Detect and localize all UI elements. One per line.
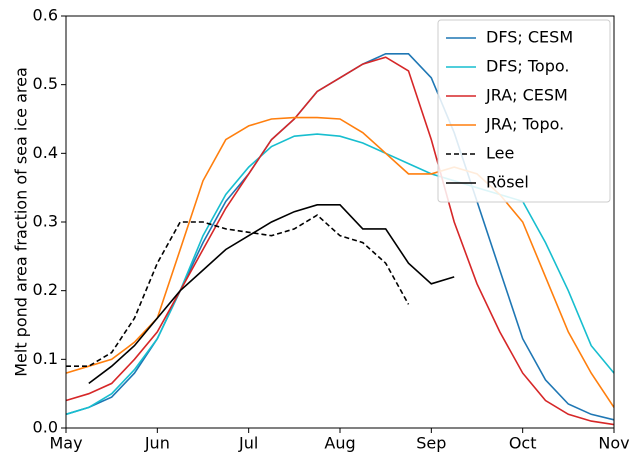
- x-tick-label: Jun: [144, 434, 170, 452]
- legend-label: Rösel: [486, 173, 529, 192]
- y-tick-label: 0.1: [33, 349, 58, 368]
- y-tick-label: 0.6: [33, 6, 58, 25]
- x-tick-label: Aug: [324, 434, 355, 452]
- line: [88, 204, 455, 385]
- legend-label: Lee: [486, 144, 514, 163]
- legend-label: DFS; Topo.: [486, 57, 569, 76]
- x-tick-label: Nov: [598, 434, 629, 452]
- y-axis-label: Melt pond area fraction of sea ice area: [12, 67, 31, 377]
- y-tick-label: 0.3: [33, 212, 58, 231]
- y-tick-label: 0.0: [33, 418, 58, 437]
- x-tick-label: May: [49, 434, 82, 452]
- line: [65, 56, 615, 426]
- y-tick-label: 0.4: [33, 143, 58, 162]
- y-tick-label: 0.2: [33, 280, 58, 299]
- x-tick-label: Oct: [509, 434, 537, 452]
- legend-label: JRA; Topo.: [485, 115, 564, 134]
- plot-frame: [65, 15, 615, 429]
- line: [66, 214, 410, 367]
- legend-label: JRA; CESM: [485, 86, 568, 105]
- y-tick-label: 0.5: [33, 74, 58, 93]
- x-tick-label: Sep: [416, 434, 446, 452]
- x-tick-label: Jul: [238, 434, 258, 452]
- legend-box: [437, 19, 611, 203]
- legend-label: DFS; CESM: [486, 28, 573, 47]
